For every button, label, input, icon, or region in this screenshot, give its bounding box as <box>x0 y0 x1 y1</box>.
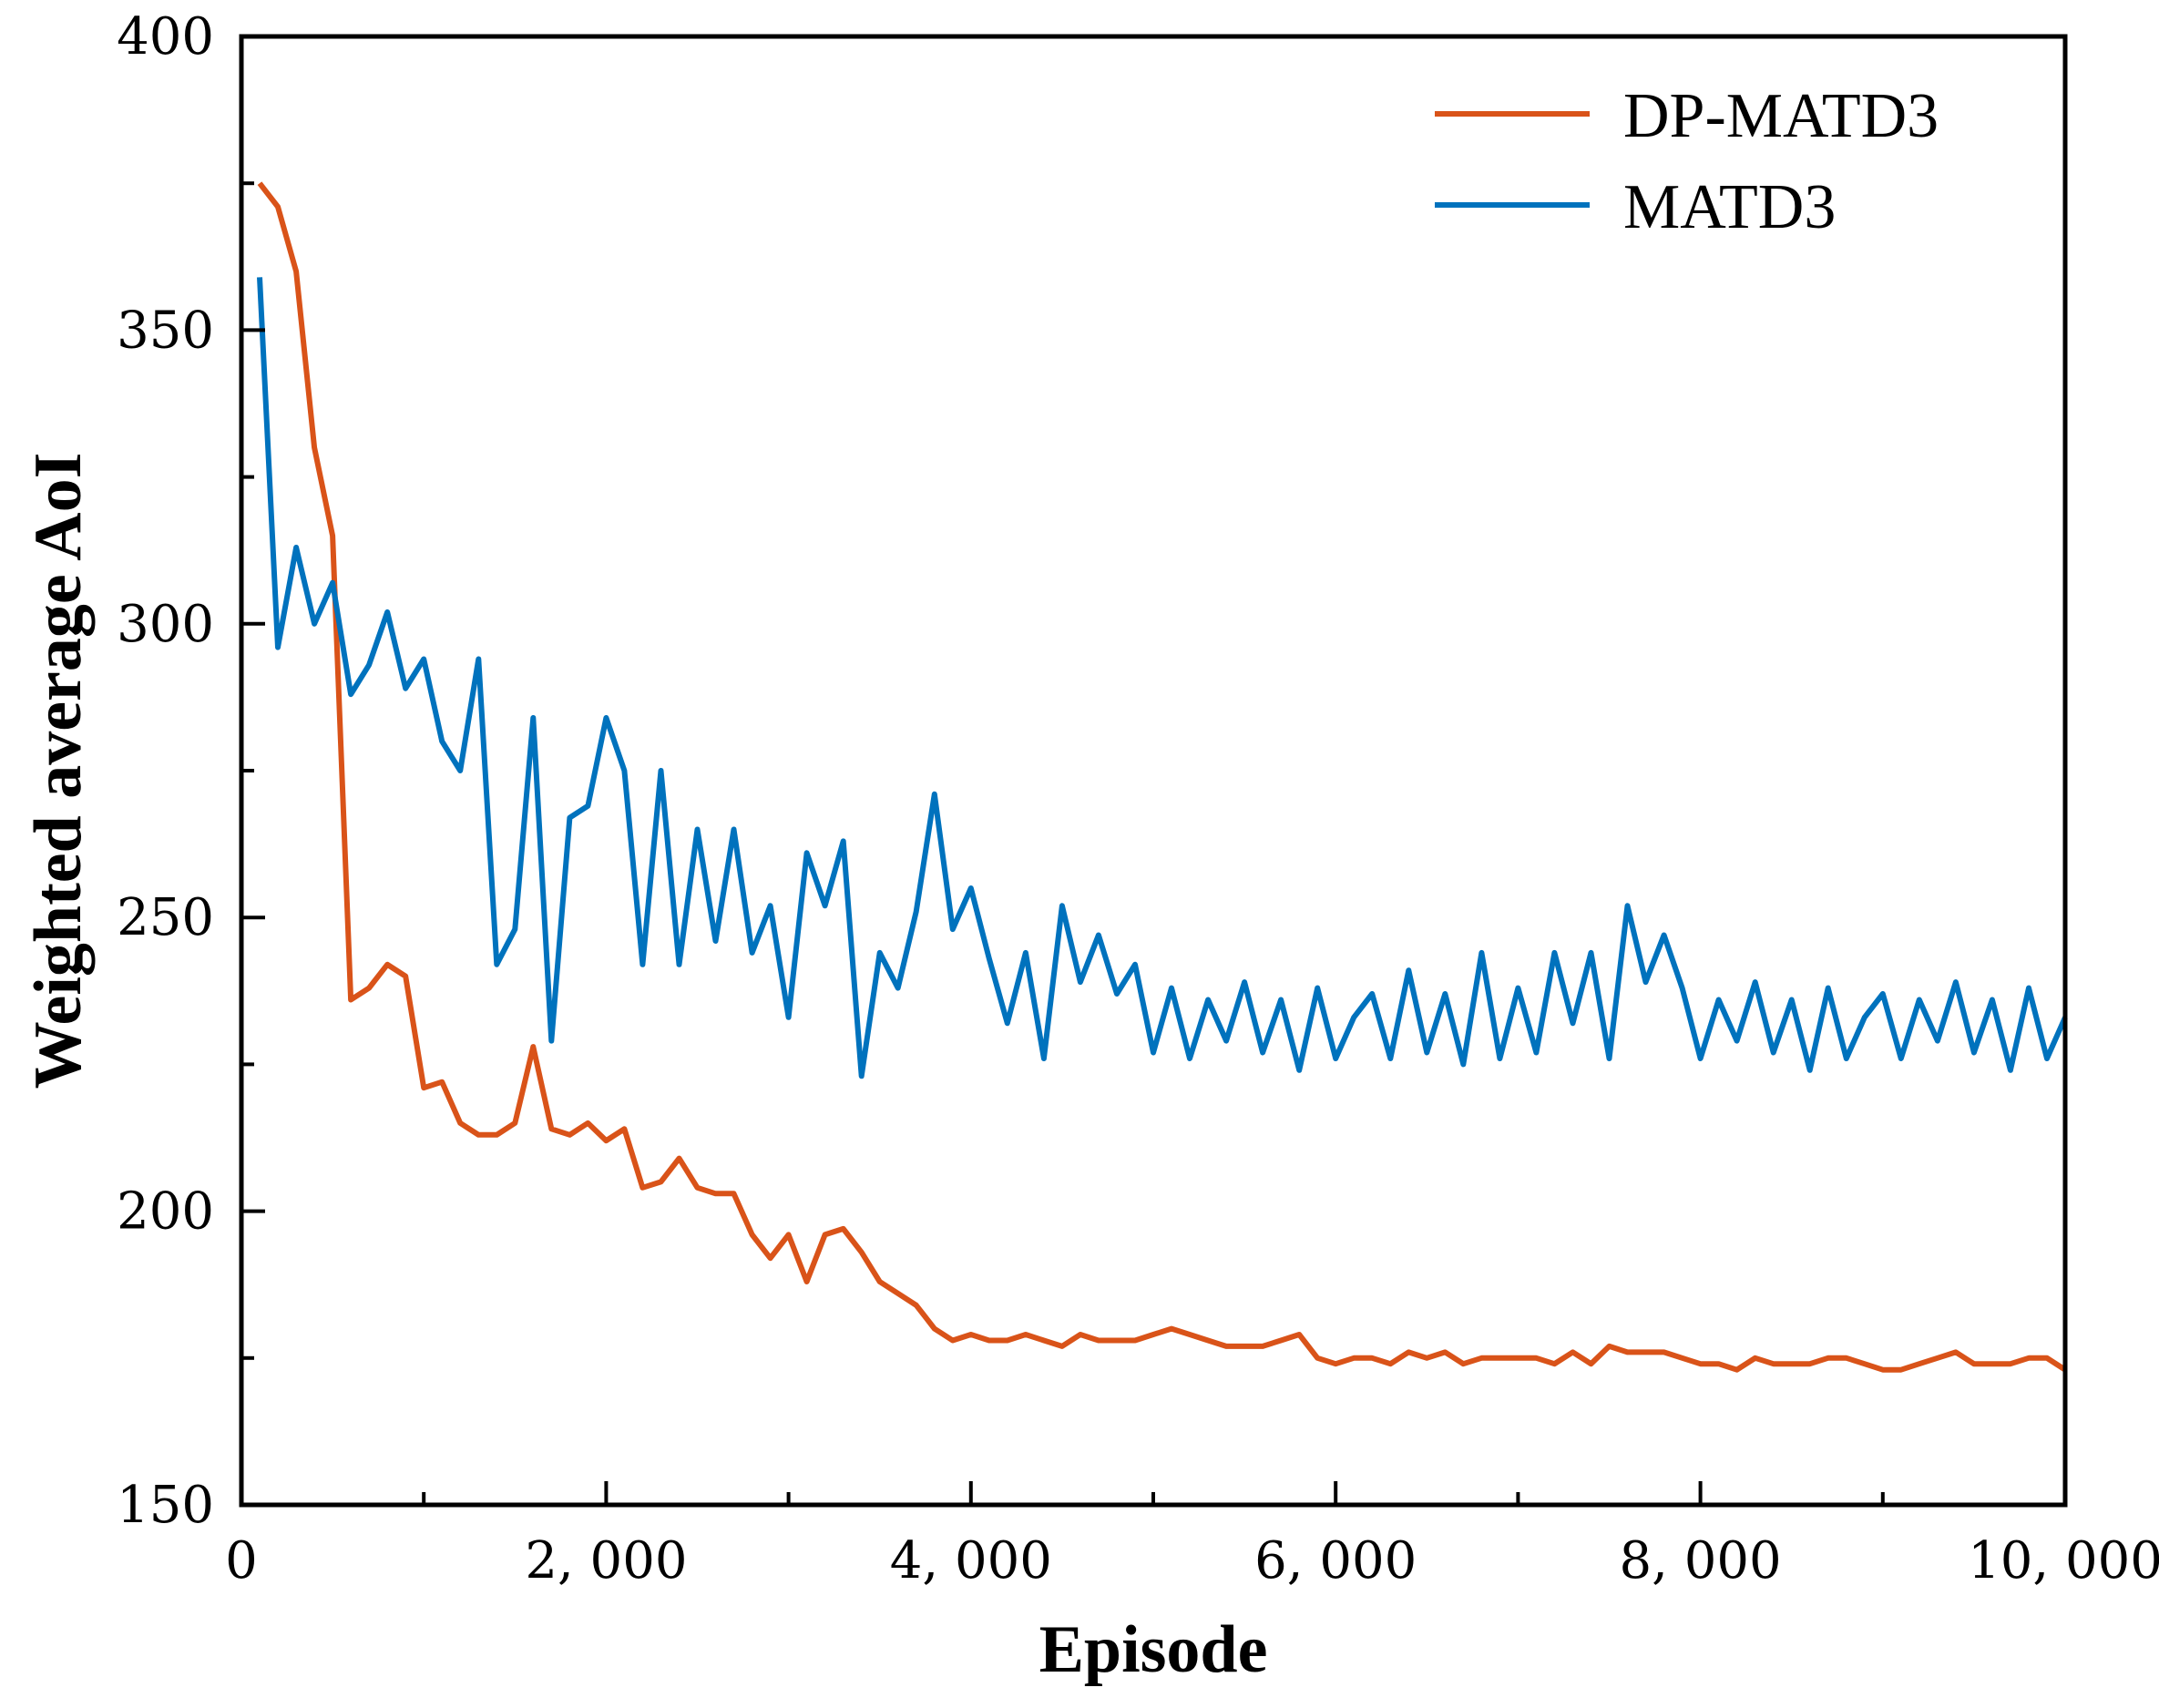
x-tick-label: 8, 000 <box>1620 1531 1782 1590</box>
x-tick-label: 4, 000 <box>890 1531 1052 1590</box>
y-tick-label: 300 <box>117 595 214 654</box>
x-tick-label: 0 <box>225 1531 258 1590</box>
series-line-dp-matd3 <box>257 181 2067 1373</box>
legend-label-matd3: MATD3 <box>1623 172 1836 242</box>
y-tick-label: 150 <box>117 1476 214 1535</box>
axis-tick-labels: 0 2, 000 4, 000 6, 000 8, 000 10, 000 150 200 25… <box>117 7 2159 1590</box>
y-axis-title: Weighted average AoI <box>21 453 96 1089</box>
plot-frame <box>239 34 2068 1508</box>
x-tick-label: 2, 000 <box>525 1531 687 1590</box>
series-line-matd3 <box>257 277 2068 1079</box>
legend-label-dp-matd3: DP-MATD3 <box>1623 81 1939 151</box>
series-group <box>257 181 2068 1373</box>
y-tick-label: 250 <box>117 888 214 947</box>
y-tick-label: 350 <box>117 301 214 360</box>
x-tick-label: 10, 000 <box>1968 1531 2159 1590</box>
y-tick-label: 200 <box>117 1182 214 1242</box>
y-tick-label: 400 <box>117 7 214 66</box>
x-axis-title: Episode <box>1039 1612 1268 1687</box>
axis-ticks <box>241 181 1885 1505</box>
legend: DP-MATD3 MATD3 <box>1435 81 1939 242</box>
x-tick-label: 6, 000 <box>1254 1531 1417 1590</box>
